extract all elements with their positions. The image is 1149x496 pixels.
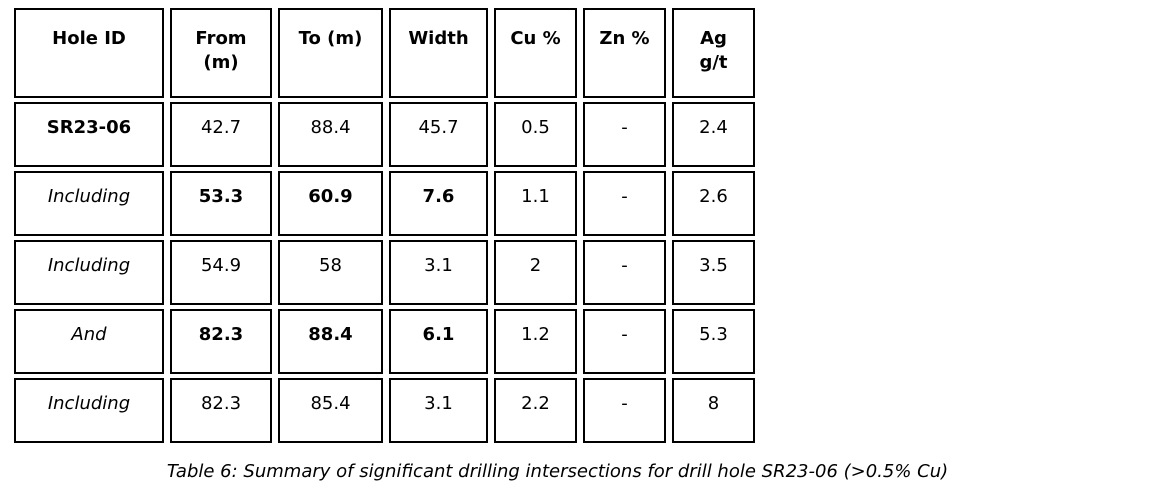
table-cell-width: 3.1 [389,378,488,443]
header-cell-width: Width [389,8,488,98]
table-cell-cu: 2 [494,240,577,305]
table-cell-to: 85.4 [278,378,383,443]
header-cell-zn: Zn % [583,8,666,98]
table-cell-to: 88.4 [278,102,383,167]
table-cell-zn: - [583,240,666,305]
table-cell-qualifier: And [14,309,164,374]
table-cell-cu: 1.1 [494,171,577,236]
table-cell-width: 6.1 [389,309,488,374]
header-cell-hole-id: Hole ID [14,8,164,98]
table-cell-from: 42.7 [170,102,272,167]
header-cell-from: From (m) [170,8,272,98]
table-cell-cu: 1.2 [494,309,577,374]
table-cell-zn: - [583,378,666,443]
table-cell-from: 82.3 [170,378,272,443]
table-cell-to: 60.9 [278,171,383,236]
table-cell-width: 7.6 [389,171,488,236]
table-cell-hole-id: SR23-06 [14,102,164,167]
table-cell-zn: - [583,309,666,374]
table-cell-ag: 3.5 [672,240,755,305]
table-cell-width: 3.1 [389,240,488,305]
table-cell-from: 82.3 [170,309,272,374]
table-cell-cu: 2.2 [494,378,577,443]
table-cell-qualifier: Including [14,240,164,305]
header-cell-cu: Cu % [494,8,577,98]
table-cell-cu: 0.5 [494,102,577,167]
table-cell-from: 53.3 [170,171,272,236]
table-cell-to: 88.4 [278,309,383,374]
table-caption: Table 6: Summary of significant drilling… [166,461,949,482]
table-cell-ag: 8 [672,378,755,443]
header-cell-to: To (m) [278,8,383,98]
table-cell-ag: 5.3 [672,309,755,374]
table-cell-width: 45.7 [389,102,488,167]
table-cell-ag: 2.4 [672,102,755,167]
table-cell-from: 54.9 [170,240,272,305]
table-cell-zn: - [583,102,666,167]
table-cell-zn: - [583,171,666,236]
drill-results-table: Hole ID From (m) To (m) Width Cu % Zn % … [14,8,755,443]
table-cell-qualifier: Including [14,171,164,236]
table-cell-ag: 2.6 [672,171,755,236]
table-cell-qualifier: Including [14,378,164,443]
table-cell-to: 58 [278,240,383,305]
header-cell-ag: Ag g/t [672,8,755,98]
